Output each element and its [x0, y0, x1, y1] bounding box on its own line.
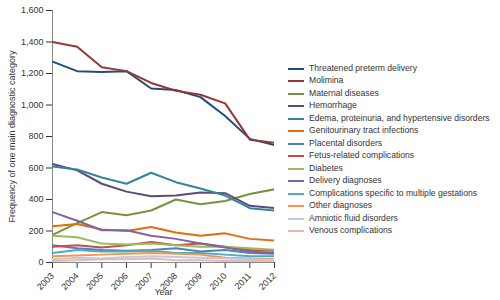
html-text:Other diagnoses: Other diagnoses — [309, 200, 373, 211]
html-text:Complications specific to mult: Complications specific to multiple gesta… — [309, 187, 478, 198]
svg-text:200: 200 — [28, 226, 43, 236]
svg-text:2005: 2005 — [84, 271, 105, 292]
svg-text:2004: 2004 — [59, 271, 80, 292]
svg-text:400: 400 — [28, 194, 43, 204]
svg-text:1,000: 1,000 — [21, 100, 44, 110]
html-text:Molimina: Molimina — [309, 75, 344, 86]
html-text:Maternal diseases: Maternal diseases — [309, 88, 379, 98]
svg-text:2010: 2010 — [207, 271, 228, 292]
svg-text:2008: 2008 — [158, 270, 180, 292]
svg-text:2009: 2009 — [183, 271, 204, 292]
svg-text:800: 800 — [28, 131, 43, 141]
html-text:Placental disorders: Placental disorders — [309, 137, 383, 148]
svg-text:2003: 2003 — [35, 271, 56, 292]
html-text:Hemorrhage: Hemorrhage — [309, 100, 357, 111]
html-text:Amniotic fluid disorders: Amniotic fluid disorders — [309, 212, 398, 223]
svg-text:2011: 2011 — [233, 271, 254, 292]
svg-text:1,200: 1,200 — [21, 68, 44, 78]
html-text:Fetus-related complications: Fetus-related complications — [309, 150, 415, 161]
html-text:Venous complications: Venous complications — [309, 225, 393, 236]
svg-text:1,600: 1,600 — [21, 5, 44, 15]
svg-text:2006: 2006 — [109, 271, 130, 292]
svg-text:Frequency of one main diagnost: Frequency of one main diagnostic categor… — [7, 50, 17, 223]
svg-text:0: 0 — [38, 257, 43, 267]
html-text:Edema, proteinuria, and hypert: Edema, proteinuria, and hypertensive dis… — [309, 112, 490, 123]
svg-text:600: 600 — [28, 163, 43, 173]
svg-text:1,400: 1,400 — [21, 37, 44, 47]
svg-text:Year: Year — [154, 287, 172, 297]
html-text:Delivery diagnoses: Delivery diagnoses — [309, 175, 382, 186]
svg-text:2007: 2007 — [133, 271, 154, 292]
html-text:Diabetes: Diabetes — [309, 162, 343, 173]
svg-text:2012: 2012 — [257, 271, 278, 292]
html-text:Genitourinary tract infections: Genitourinary tract infections — [309, 125, 419, 136]
html-text:Threatened preterm delivery: Threatened preterm delivery — [309, 63, 417, 73]
